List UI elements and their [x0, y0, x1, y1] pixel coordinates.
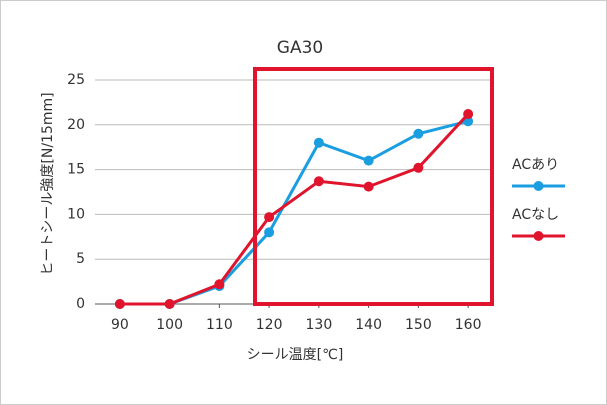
x-tick-label: 130 — [306, 317, 333, 333]
data-point — [313, 137, 324, 148]
y-tick-label: 20 — [67, 117, 85, 133]
data-point — [463, 109, 474, 120]
y-tick-label: 25 — [67, 72, 85, 88]
data-point — [264, 212, 275, 223]
data-point — [363, 155, 374, 166]
data-point — [264, 227, 275, 238]
x-tick-label: 120 — [256, 317, 283, 333]
x-tick-label: 140 — [355, 317, 382, 333]
data-point — [214, 279, 225, 290]
legend-label: ACあり — [512, 157, 559, 173]
data-point — [363, 181, 374, 192]
x-tick-label: 150 — [405, 317, 432, 333]
data-point — [413, 162, 424, 173]
data-point — [114, 299, 125, 309]
chart-title: GA30 — [277, 38, 323, 58]
y-axis-label: ヒートシール強度[N/15mm] — [40, 92, 56, 275]
y-tick-label: 10 — [67, 206, 85, 222]
y-tick-label: 5 — [76, 251, 85, 267]
legend-marker — [533, 181, 544, 191]
x-tick-label: 90 — [111, 317, 129, 333]
series-line — [119, 113, 470, 306]
legend-label: ACなし — [512, 207, 559, 223]
legend-marker — [533, 231, 544, 241]
x-tick-label: 110 — [206, 317, 233, 333]
y-tick-label: 15 — [67, 162, 85, 178]
data-point — [313, 176, 324, 187]
legend: ACあり ACなし — [512, 157, 565, 241]
x-axis-label: シール温度[℃] — [247, 347, 344, 363]
y-tick-label: 0 — [76, 296, 85, 312]
x-tick-label: 100 — [156, 317, 183, 333]
data-point — [164, 299, 175, 309]
x-tick-label: 160 — [455, 317, 482, 333]
highlight-box — [253, 67, 494, 306]
data-point — [413, 128, 424, 139]
